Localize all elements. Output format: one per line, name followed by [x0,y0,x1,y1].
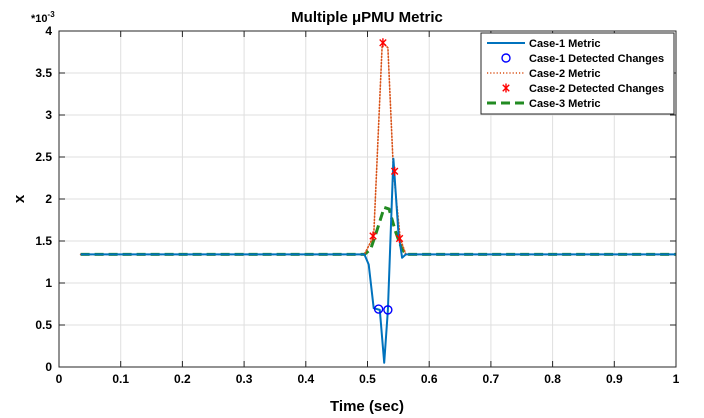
legend-swatch-case-2-detected-changes [502,83,510,93]
x-tick-label: 0.6 [421,372,438,386]
case-2-metric-line [79,41,677,256]
y-tick-label: 3.5 [35,66,52,80]
x-tick-label: 0.3 [236,372,253,386]
y-multiplier: *10-3 [31,10,55,25]
x-axis-title: Time (sec) [330,398,404,415]
legend: Case-1 Metric Case-1 Detected Changes Case… [480,32,675,115]
asterisk-stroke [379,39,387,47]
asterisk-stroke [369,232,377,240]
x-tick-label: 0.8 [544,372,561,386]
case-2-detected-changes-marker [369,231,377,241]
legend-label: Case-2 Detected Changes [529,83,664,95]
case-2-detected-changes-marker [395,233,404,243]
x-tick-label: 0.1 [112,372,129,386]
asterisk-stroke [395,234,404,243]
chart-title: Multiple μPMU Metric [291,9,443,26]
case-1-detected-changes-marker [373,304,384,314]
asterisk-stroke [390,167,399,176]
x-tick-label: 1 [673,372,680,386]
case-1-metric-line [80,157,676,364]
y-multiplier-exponent: -3 [48,10,56,19]
legend-label: Case-1 Metric [529,38,601,50]
x-tick-label: 0.5 [359,372,376,386]
y-tick-label: 3 [45,108,52,122]
y-tick-label: 4 [45,24,52,38]
asterisk-stroke [502,84,510,92]
y-multiplier-base: *10 [31,13,48,25]
y-tick-label: 0 [45,360,52,374]
x-tick-label: 0.4 [297,372,314,386]
x-tick-label: 0 [56,372,63,386]
tick-labels: 0 0.1 0.2 0.3 0.4 0.5 0.6 0.7 0.8 0.9 1 0 0.5 1 1.5 2 2.… [35,24,679,386]
case-3-metric-line [80,205,676,256]
case-2-detected-changes-marker [379,38,387,48]
y-tick-label: 1 [45,276,52,290]
case-2-detected-changes-marker [390,166,399,176]
series-layer [79,38,677,364]
y-tick-label: 2 [45,192,52,206]
x-tick-label: 0.7 [483,372,500,386]
x-tick-label: 0.2 [174,372,191,386]
x-tick-label: 0.9 [606,372,623,386]
legend-label: Case-3 Metric [529,98,601,110]
y-axis-title: x [11,194,28,203]
legend-label: Case-1 Detected Changes [529,53,664,65]
legend-label: Case-2 Metric [529,68,601,80]
y-tick-label: 2.5 [35,150,52,164]
y-tick-label: 0.5 [35,318,52,332]
legend-swatch-case-1-detected-changes [501,53,511,63]
case-1-detected-changes-marker [383,305,393,315]
y-tick-label: 1.5 [35,234,52,248]
